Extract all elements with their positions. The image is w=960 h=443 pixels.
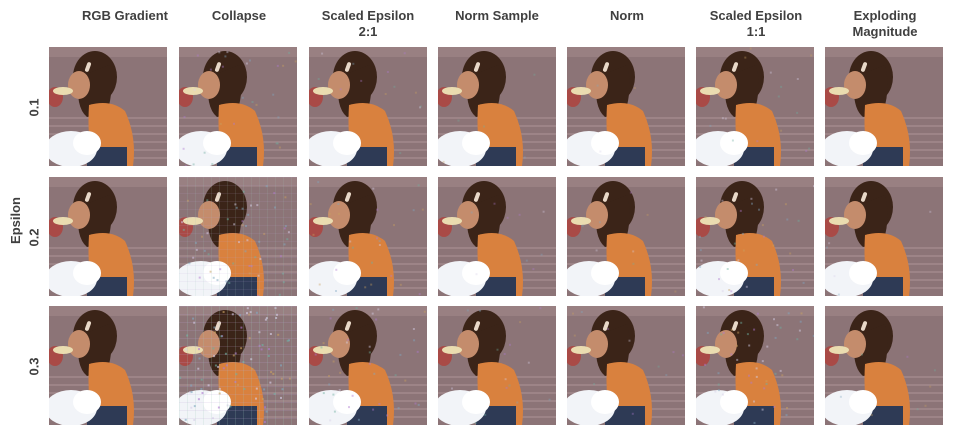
- girl-eating-photo: [825, 306, 943, 425]
- image-cell-scaled-epsilon-2-1-eps-0-3: [309, 306, 427, 425]
- girl-eating-photo: [825, 177, 943, 296]
- girl-eating-photo: [438, 177, 556, 296]
- image-cell-norm-eps-0-2: [567, 177, 685, 296]
- girl-eating-photo: [438, 47, 556, 166]
- row-label-eps-0-2: 0.2: [22, 177, 46, 297]
- girl-eating-photo: [309, 47, 427, 166]
- girl-eating-photo: [49, 47, 167, 166]
- column-header-rgb-gradient: RGB Gradient: [82, 8, 168, 23]
- girl-eating-photo: [309, 177, 427, 296]
- image-cell-norm-sample-eps-0-2: [438, 177, 556, 296]
- girl-eating-photo: [567, 306, 685, 425]
- image-cell-norm-sample-eps-0-1: [438, 47, 556, 166]
- row-label-text: 0.1: [26, 97, 42, 117]
- column-header-norm: Norm: [610, 8, 644, 23]
- girl-eating-photo: [179, 177, 297, 296]
- girl-eating-photo: [696, 47, 814, 166]
- row-label-eps-0-3: 0.3: [22, 306, 46, 426]
- image-cell-collapse-eps-0-2: [179, 177, 297, 296]
- image-cell-norm-eps-0-1: [567, 47, 685, 166]
- image-cell-collapse-eps-0-3: [179, 306, 297, 425]
- image-cell-scaled-epsilon-1-1-eps-0-2: [696, 177, 814, 296]
- girl-eating-photo: [49, 177, 167, 296]
- image-cell-scaled-epsilon-1-1-eps-0-1: [696, 47, 814, 166]
- girl-eating-photo: [825, 47, 943, 166]
- column-header-scaled-epsilon-2-1: Scaled Epsilon 2:1: [321, 8, 415, 39]
- girl-eating-photo: [49, 306, 167, 425]
- image-cell-scaled-epsilon-2-1-eps-0-1: [309, 47, 427, 166]
- row-label-text: 0.3: [26, 356, 42, 376]
- image-cell-rgb-gradient-eps-0-3: [49, 306, 167, 425]
- row-axis-label-text: Epsilon: [7, 196, 23, 244]
- column-header-collapse: Collapse: [211, 8, 267, 23]
- girl-eating-photo: [179, 47, 297, 166]
- row-label-text: 0.2: [26, 227, 42, 247]
- image-cell-exploding-magnitude-eps-0-1: [825, 47, 943, 166]
- row-label-eps-0-1: 0.1: [22, 47, 46, 167]
- image-cell-norm-eps-0-3: [567, 306, 685, 425]
- column-header-norm-sample: Norm Sample: [455, 8, 539, 23]
- girl-eating-photo: [309, 306, 427, 425]
- image-cell-rgb-gradient-eps-0-1: [49, 47, 167, 166]
- image-cell-collapse-eps-0-1: [179, 47, 297, 166]
- girl-eating-photo: [567, 177, 685, 296]
- girl-eating-photo: [179, 306, 297, 425]
- column-header-scaled-epsilon-1-1: Scaled Epsilon 1:1: [709, 8, 803, 39]
- girl-eating-photo: [696, 177, 814, 296]
- image-cell-rgb-gradient-eps-0-2: [49, 177, 167, 296]
- girl-eating-photo: [696, 306, 814, 425]
- image-cell-scaled-epsilon-1-1-eps-0-3: [696, 306, 814, 425]
- column-header-exploding-magnitude: Exploding Magnitude: [852, 8, 918, 39]
- image-cell-norm-sample-eps-0-3: [438, 306, 556, 425]
- image-cell-scaled-epsilon-2-1-eps-0-2: [309, 177, 427, 296]
- girl-eating-photo: [567, 47, 685, 166]
- image-cell-exploding-magnitude-eps-0-2: [825, 177, 943, 296]
- image-cell-exploding-magnitude-eps-0-3: [825, 306, 943, 425]
- girl-eating-photo: [438, 306, 556, 425]
